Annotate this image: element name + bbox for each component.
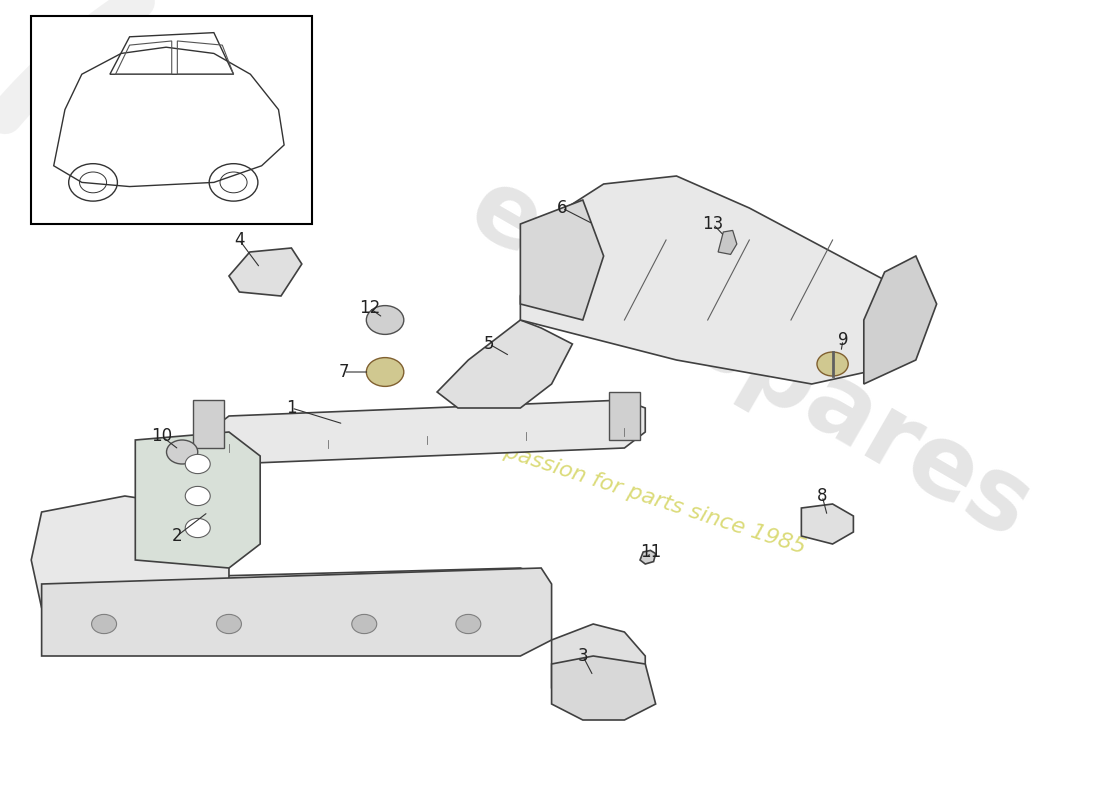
Polygon shape bbox=[718, 230, 737, 254]
Text: 2: 2 bbox=[172, 527, 183, 545]
Text: 13: 13 bbox=[702, 215, 724, 233]
Polygon shape bbox=[551, 624, 646, 704]
Polygon shape bbox=[520, 200, 604, 320]
Text: 6: 6 bbox=[557, 199, 568, 217]
Polygon shape bbox=[640, 550, 656, 564]
Polygon shape bbox=[608, 392, 640, 440]
Circle shape bbox=[185, 454, 210, 474]
Polygon shape bbox=[192, 400, 223, 448]
Text: 5: 5 bbox=[484, 335, 494, 353]
Text: 3: 3 bbox=[578, 647, 588, 665]
Circle shape bbox=[455, 614, 481, 634]
Circle shape bbox=[817, 352, 848, 376]
Circle shape bbox=[91, 614, 117, 634]
Text: 11: 11 bbox=[640, 543, 661, 561]
Bar bbox=[31, 16, 312, 224]
Polygon shape bbox=[135, 432, 261, 568]
Polygon shape bbox=[31, 496, 229, 608]
Polygon shape bbox=[208, 400, 646, 464]
Circle shape bbox=[366, 306, 404, 334]
Text: 4: 4 bbox=[234, 231, 244, 249]
Circle shape bbox=[185, 518, 210, 538]
Circle shape bbox=[352, 614, 376, 634]
Circle shape bbox=[166, 440, 198, 464]
Polygon shape bbox=[802, 504, 854, 544]
Circle shape bbox=[366, 358, 404, 386]
Circle shape bbox=[217, 614, 241, 634]
Polygon shape bbox=[229, 248, 301, 296]
Text: 1: 1 bbox=[286, 399, 297, 417]
Text: 12: 12 bbox=[359, 299, 381, 317]
Polygon shape bbox=[520, 176, 916, 384]
Polygon shape bbox=[42, 568, 551, 656]
Polygon shape bbox=[551, 656, 656, 720]
Text: 9: 9 bbox=[838, 331, 848, 349]
Text: 7: 7 bbox=[338, 363, 349, 381]
Polygon shape bbox=[437, 320, 572, 408]
Circle shape bbox=[185, 486, 210, 506]
Text: 8: 8 bbox=[817, 487, 827, 505]
Text: a passion for parts since 1985: a passion for parts since 1985 bbox=[482, 434, 808, 558]
Polygon shape bbox=[864, 256, 937, 384]
Polygon shape bbox=[42, 568, 541, 608]
Text: 10: 10 bbox=[151, 427, 172, 445]
Text: eurospares: eurospares bbox=[451, 160, 1047, 560]
